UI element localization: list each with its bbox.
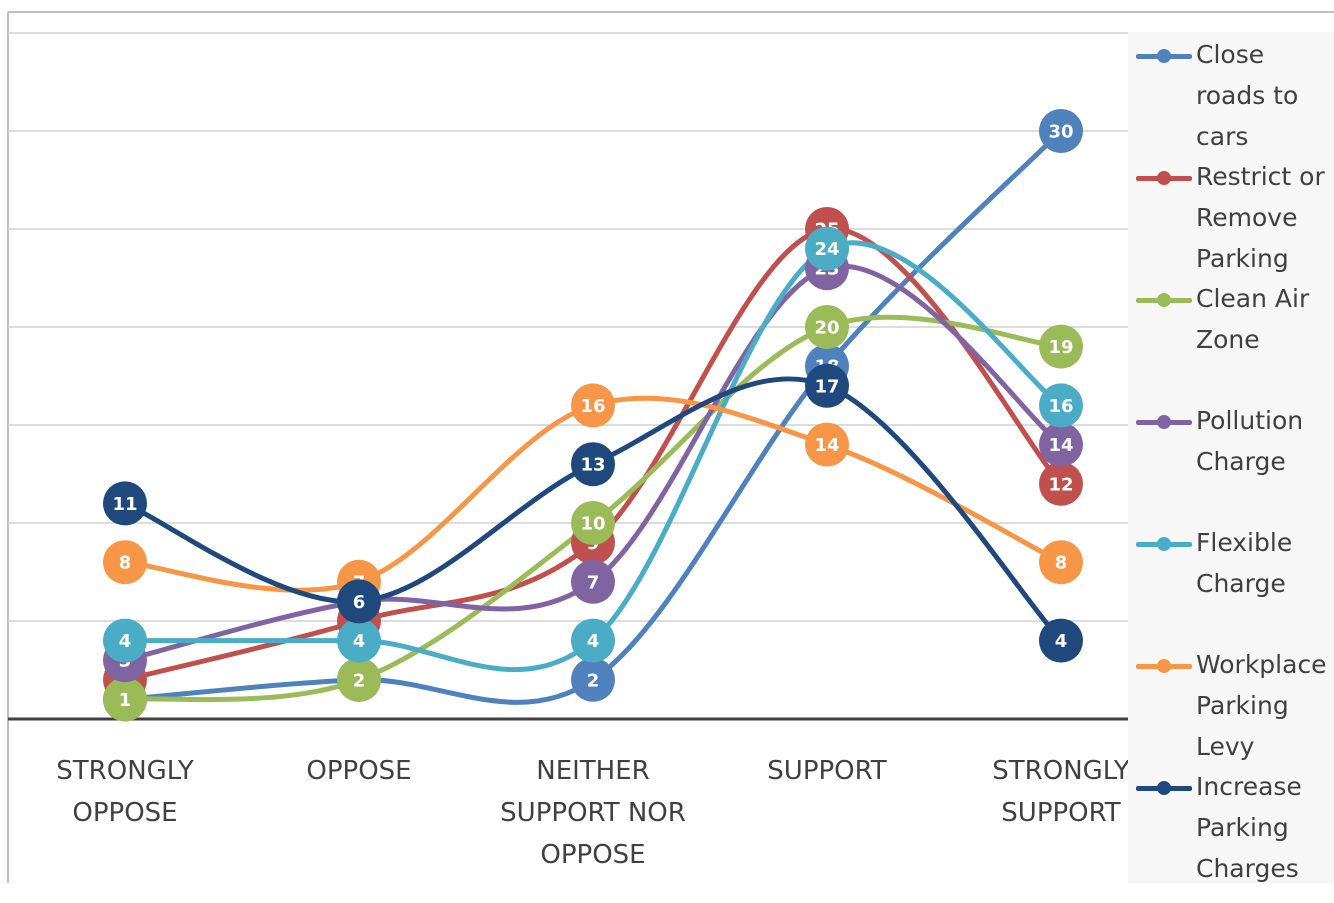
data-point (571, 501, 615, 545)
data-point (571, 618, 615, 663)
data-point (1039, 109, 1083, 153)
data-label: 19 (1048, 337, 1073, 358)
data-label: 2 (587, 670, 600, 691)
data-point (1039, 383, 1083, 428)
data-label: 16 (1048, 396, 1073, 417)
x-tick-label: STRONGLY OPPOSE (56, 756, 194, 828)
data-point (571, 383, 615, 428)
gridlines (8, 32, 1128, 622)
data-point (571, 559, 615, 604)
legend-label: Flexible Charge (1196, 528, 1293, 598)
legend-label: Close roads to cars (1196, 40, 1299, 151)
x-tick-label: STRONGLY SUPPORT (992, 756, 1130, 828)
data-label: 20 (814, 318, 839, 339)
data-label: 13 (580, 455, 605, 476)
series-line (122, 226, 1064, 683)
data-point (103, 481, 147, 526)
data-point (337, 579, 381, 624)
chart-frame (7, 11, 1334, 883)
data-point (337, 657, 381, 702)
data-point (1039, 540, 1083, 585)
data-label: 4 (353, 631, 366, 652)
data-point (1039, 324, 1083, 369)
data-label: 2 (353, 670, 366, 691)
legend-swatch-dot (1157, 49, 1171, 63)
data-label: 7 (587, 572, 600, 593)
data-label: 1 (119, 690, 132, 711)
data-point (805, 422, 849, 467)
data-point (805, 226, 849, 271)
legend-label: Pollution Charge (1196, 406, 1304, 476)
legend-label: Increase Parking Charges (1196, 772, 1302, 883)
data-point (1039, 618, 1083, 663)
data-point (571, 442, 615, 487)
legend-swatch-dot (1157, 293, 1171, 307)
legend-swatch-dot (1157, 537, 1171, 551)
data-point (805, 363, 849, 408)
data-label: 6 (353, 592, 366, 613)
x-tick-label: OPPOSE (306, 756, 411, 786)
legend-swatch-dot (1157, 171, 1171, 185)
legend-label: Restrict or Remove Parking (1196, 162, 1325, 273)
data-point (103, 618, 147, 663)
series-line (122, 240, 1064, 673)
data-label: 10 (580, 514, 605, 535)
x-axis: STRONGLY OPPOSE OPPOSE NEITHER SUPPORT NOR OP… (8, 717, 1160, 870)
legend: Close roads to cars Restrict or Remove Pa… (1128, 32, 1334, 883)
data-label: 16 (580, 396, 605, 417)
data-point (1039, 422, 1083, 467)
legend-swatch-dot (1157, 415, 1171, 429)
data-point (805, 305, 849, 349)
data-point (103, 677, 147, 722)
series-line (122, 263, 1064, 663)
data-point (103, 540, 147, 585)
data-point (1039, 461, 1083, 506)
data-point (571, 657, 615, 702)
data-label: 30 (1048, 122, 1073, 143)
series-line (122, 128, 1064, 705)
legend-label: Clean Air Zone (1196, 284, 1310, 354)
series-group: 1221830259251212102019367231444424168716… (103, 109, 1083, 722)
legend-label: Workplace Parking Levy (1196, 650, 1327, 761)
data-label: 8 (1055, 553, 1068, 574)
data-label: 4 (1055, 631, 1068, 652)
legend-swatch-dot (1157, 659, 1171, 673)
data-label: 14 (1048, 435, 1073, 456)
data-label: 24 (814, 239, 839, 260)
x-tick-label: NEITHER SUPPORT NOR OPPOSE (500, 756, 686, 870)
data-label: 12 (1048, 474, 1073, 495)
data-label: 17 (814, 376, 839, 397)
data-label: 11 (112, 494, 137, 515)
data-label: 4 (119, 631, 132, 652)
legend-swatch-dot (1157, 781, 1171, 795)
data-label: 14 (814, 435, 839, 456)
data-label: 4 (587, 631, 600, 652)
x-tick-label: SUPPORT (767, 756, 887, 786)
data-label: 8 (119, 553, 132, 574)
data-point (337, 618, 381, 663)
